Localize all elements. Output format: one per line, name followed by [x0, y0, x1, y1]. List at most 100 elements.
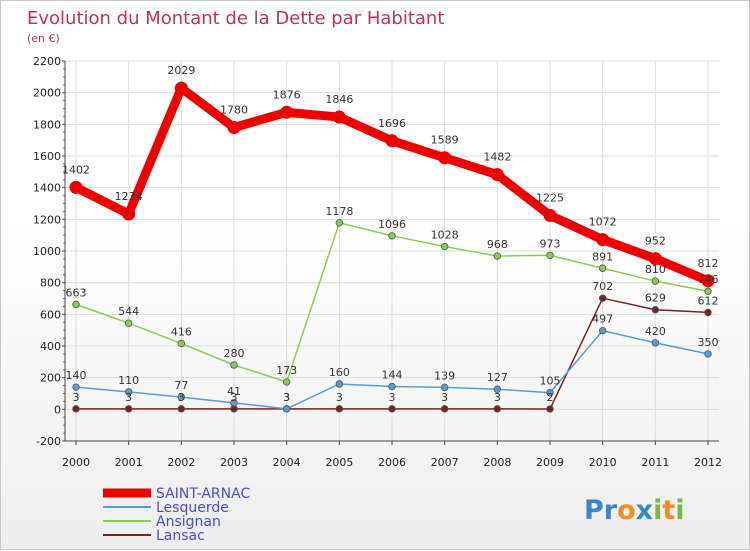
data-label: 612 — [698, 294, 719, 307]
data-label: 41 — [227, 385, 241, 398]
data-point — [598, 326, 607, 335]
data-label: 3 — [231, 391, 238, 404]
x-tick-label: 2003 — [220, 456, 248, 469]
data-label: 891 — [592, 250, 613, 263]
data-label: 973 — [540, 237, 561, 250]
legend-label: Lansac — [156, 528, 205, 544]
data-label: 3 — [283, 391, 290, 404]
y-tick-label: 1600 — [33, 150, 61, 163]
data-point — [598, 294, 607, 302]
y-tick-label: 0 — [54, 403, 61, 416]
y-tick-label: 2200 — [33, 55, 61, 68]
data-point — [704, 308, 712, 317]
data-point — [388, 382, 396, 391]
data-label: 3 — [73, 391, 80, 404]
data-label: 3 — [283, 391, 290, 404]
data-label: 139 — [434, 369, 455, 382]
data-point — [177, 339, 186, 348]
legend-label: Ansignan — [156, 514, 221, 530]
data-label: 2 — [547, 391, 554, 404]
data-point — [69, 180, 83, 194]
data-label: 497 — [592, 313, 613, 326]
data-point — [493, 385, 502, 393]
legend-label: SAINT-ARNAC — [156, 486, 250, 502]
data-label: 3 — [125, 391, 132, 404]
x-tick-label: 2000 — [62, 456, 90, 469]
data-label: 1589 — [431, 134, 459, 147]
brand-part-t: t — [662, 495, 675, 526]
data-point — [596, 233, 610, 247]
y-tick-label: 2000 — [33, 87, 61, 100]
data-point — [124, 405, 133, 413]
data-label: 280 — [224, 347, 245, 360]
data-label: 144 — [382, 369, 403, 382]
data-label: 110 — [118, 374, 139, 387]
proxiti-logo: Proxiti — [584, 495, 685, 526]
data-label: 1696 — [378, 117, 406, 130]
data-point — [493, 405, 502, 413]
x-tick-label: 2011 — [641, 456, 669, 469]
legend-item-saint-arnac: SAINT-ARNAC — [103, 486, 250, 502]
data-point — [651, 339, 660, 347]
data-label: 544 — [118, 305, 139, 318]
brand-part-o: o — [617, 495, 636, 526]
data-point — [280, 105, 294, 119]
data-label: 105 — [540, 375, 561, 388]
data-point — [651, 277, 660, 285]
brand-part-pr: Pr — [584, 495, 618, 526]
data-label: 3 — [389, 391, 396, 404]
data-point — [388, 232, 396, 240]
data-point — [230, 405, 238, 413]
legend-item-ansignan: Ansignan — [103, 514, 221, 530]
data-label: 1225 — [536, 191, 564, 204]
data-label: 629 — [645, 292, 666, 305]
data-label: 663 — [66, 286, 87, 299]
y-tick-label: 1000 — [33, 245, 61, 258]
y-tick-label: 400 — [40, 340, 61, 353]
data-label: 1234 — [115, 190, 143, 203]
series-layer — [69, 81, 715, 413]
data-label: 810 — [645, 263, 666, 276]
chart-subtitle: (en €) — [27, 32, 60, 45]
x-tick-label: 2012 — [694, 456, 722, 469]
legend-label: Lesquerde — [156, 500, 229, 516]
data-label: 173 — [276, 364, 297, 377]
series-ansignan — [72, 219, 712, 386]
data-point — [490, 168, 504, 182]
x-tick-label: 2006 — [378, 456, 406, 469]
data-point — [543, 208, 557, 222]
data-point — [651, 306, 660, 314]
data-point — [438, 151, 452, 165]
gridlines — [65, 60, 719, 442]
data-point — [385, 134, 399, 148]
data-label: 1072 — [589, 216, 617, 229]
data-label: 420 — [645, 325, 666, 338]
data-label: 952 — [645, 235, 666, 248]
x-tick-label: 2005 — [325, 456, 353, 469]
data-point — [701, 274, 715, 288]
data-point — [546, 251, 554, 259]
data-label: 160 — [329, 366, 350, 379]
data-label: 140 — [66, 369, 87, 382]
data-label: 1096 — [378, 218, 406, 231]
data-label: 3 — [178, 391, 185, 404]
data-point — [648, 252, 662, 266]
brand-part-x: x — [636, 495, 653, 526]
y-tick-label: 800 — [40, 277, 61, 290]
data-label: 812 — [698, 257, 719, 270]
data-label: 350 — [698, 336, 719, 349]
data-label: 127 — [487, 371, 508, 384]
data-point — [177, 393, 186, 401]
data-point — [230, 399, 238, 407]
series-lesquerde — [72, 326, 712, 413]
data-label: 2029 — [167, 64, 195, 77]
data-label: 702 — [592, 280, 613, 293]
data-point — [335, 380, 344, 388]
data-label: 1780 — [220, 104, 248, 117]
data-label: 3 — [494, 391, 501, 404]
data-label: 1876 — [273, 88, 301, 101]
chart-title: Evolution du Montant de la Dette par Hab… — [27, 8, 444, 29]
y-tick-label: 600 — [40, 308, 61, 321]
